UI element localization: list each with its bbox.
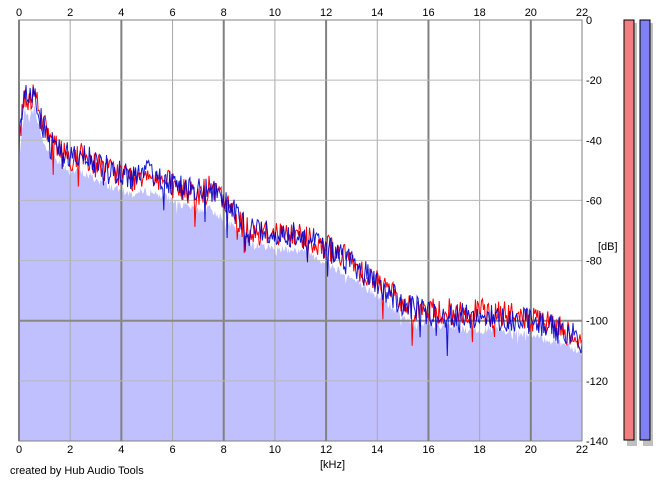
x-tick-label-top: 10 <box>269 7 281 19</box>
x-tick-label-top: 12 <box>320 7 332 19</box>
credit-text: created by Hub Audio Tools <box>10 465 144 477</box>
x-tick-label-bottom: 4 <box>118 444 124 456</box>
x-tick-labels-top: 0 2 4 6 8 10 12 14 16 18 20 22 <box>16 7 588 19</box>
y-tick-label: -140 <box>586 436 608 448</box>
y-tick-labels: 0 -20 -40 -60 -80 -100 -120 -140 <box>586 15 608 448</box>
y-tick-label: -20 <box>586 75 602 87</box>
x-tick-label-bottom: 18 <box>474 444 486 456</box>
x-tick-label-top: 8 <box>221 7 227 19</box>
x-tick-label-top: 6 <box>169 7 175 19</box>
x-tick-label-bottom: 6 <box>169 444 175 456</box>
level-meter-bar <box>639 19 651 441</box>
level-meter-bar <box>623 19 635 441</box>
series-layer <box>18 84 583 357</box>
x-tick-label-top: 18 <box>474 7 486 19</box>
y-axis-label: [dB] <box>598 241 618 253</box>
y-tick-label: -60 <box>586 195 602 207</box>
x-tick-label-top: 16 <box>422 7 434 19</box>
x-tick-label-bottom: 16 <box>422 444 434 456</box>
x-tick-label-top: 4 <box>118 7 124 19</box>
x-tick-label-bottom: 12 <box>320 444 332 456</box>
x-axis-label: [kHz] <box>320 459 345 471</box>
grid-layer <box>18 19 583 442</box>
x-tick-label-top: 20 <box>525 7 537 19</box>
y-tick-label: -40 <box>586 135 602 147</box>
x-tick-label-bottom: 14 <box>371 444 383 456</box>
x-tick-label-bottom: 2 <box>67 444 73 456</box>
x-tick-label-bottom: 8 <box>221 444 227 456</box>
x-tick-labels-bottom: 0 2 4 6 8 10 12 14 16 18 20 22 <box>16 444 588 456</box>
x-tick-label-bottom: 22 <box>576 444 588 456</box>
x-tick-label-top: 22 <box>576 7 588 19</box>
x-tick-label-top: 0 <box>16 7 22 19</box>
plot-frame <box>18 19 583 442</box>
x-tick-label-top: 14 <box>371 7 383 19</box>
series-line-blue <box>18 84 583 357</box>
spectrum-fill-area <box>19 105 582 441</box>
level-meters <box>623 19 653 446</box>
y-tick-label: -120 <box>586 376 608 388</box>
y-tick-label: -100 <box>586 316 608 328</box>
fill-layer <box>19 105 582 441</box>
y-tick-label: 0 <box>586 15 592 27</box>
x-tick-label-bottom: 0 <box>16 444 22 456</box>
x-tick-label-bottom: 10 <box>269 444 281 456</box>
y-tick-label: -80 <box>586 256 602 268</box>
x-tick-label-top: 2 <box>67 7 73 19</box>
x-tick-label-bottom: 20 <box>525 444 537 456</box>
